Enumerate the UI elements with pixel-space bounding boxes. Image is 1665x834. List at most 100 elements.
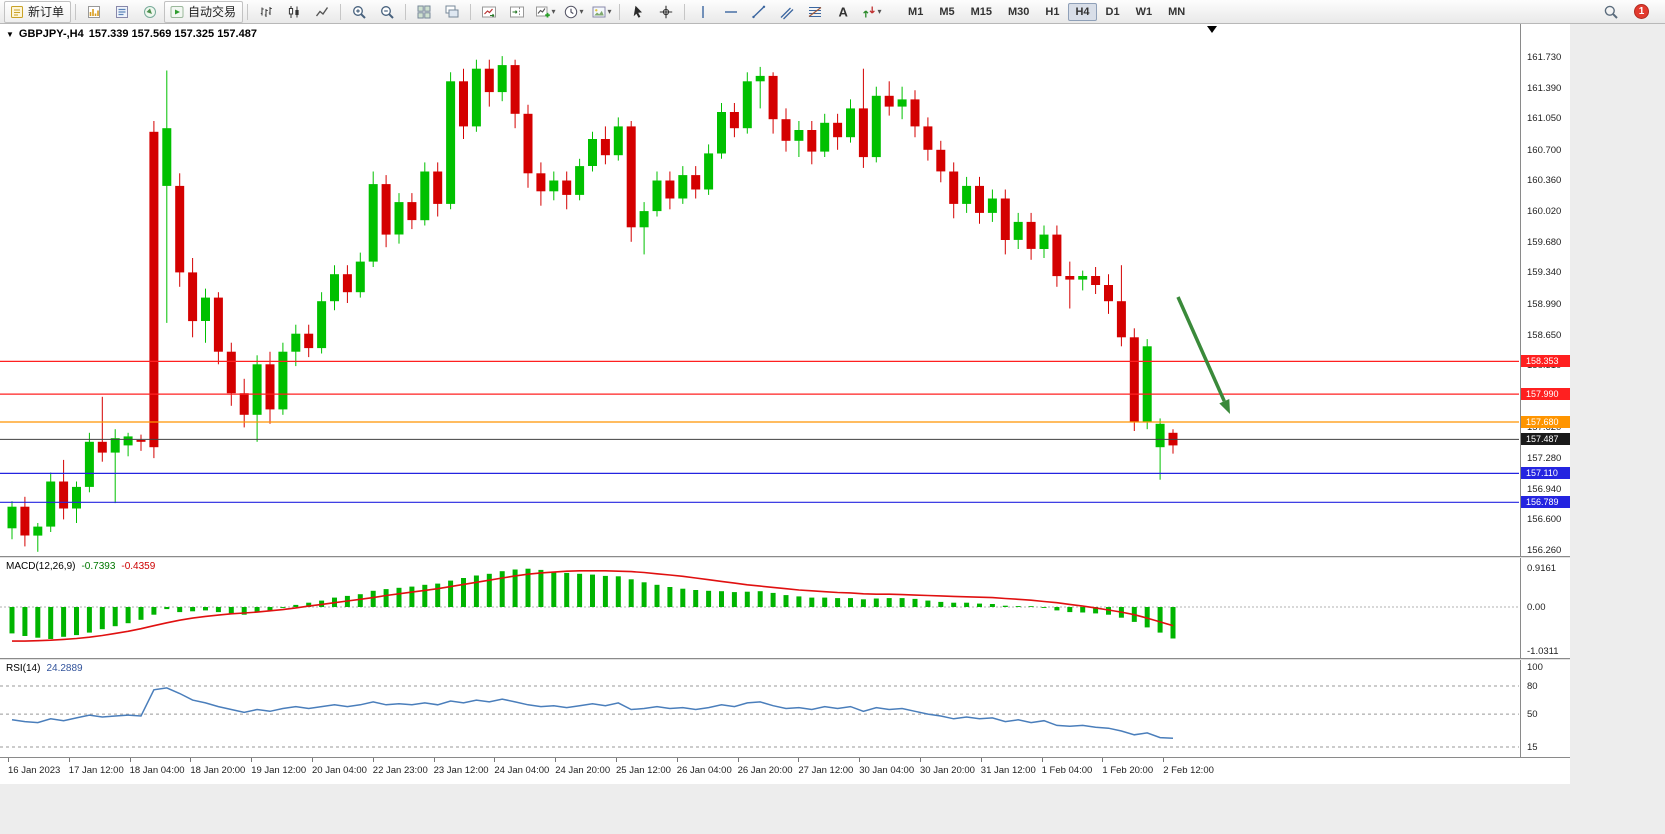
price-axis-label: 80: [1527, 681, 1538, 692]
auto-scroll-icon: [482, 6, 497, 17]
tile-windows-icon: [417, 5, 431, 18]
zoom-in-icon: [353, 5, 366, 19]
price-axis-label: 0.9161: [1527, 562, 1557, 574]
text-label-button[interactable]: A: [829, 1, 857, 23]
time-axis-tick: [372, 758, 374, 762]
time-axis-label: 1 Feb 04:00: [1041, 765, 1093, 776]
data-window-button[interactable]: [108, 1, 136, 23]
chevron-down-icon: ▾: [579, 7, 584, 16]
toolbar-separator: [619, 3, 621, 20]
rsi-line: [11, 687, 1174, 739]
timeframe-h1-button[interactable]: H1: [1045, 5, 1060, 18]
equidistant-channel-button[interactable]: [773, 1, 801, 23]
vline-icon: [702, 5, 704, 18]
market-watch-button[interactable]: [80, 1, 108, 23]
timeframe-d1-button[interactable]: D1: [1105, 5, 1120, 18]
candlestick-chart-button[interactable]: [280, 1, 308, 23]
zoom-in-button[interactable]: [345, 1, 373, 23]
line-chart-button[interactable]: [308, 1, 336, 23]
new-order-button-label: 新订单: [28, 5, 65, 19]
timeframe-mn-button[interactable]: MN: [1168, 5, 1186, 18]
cascade-windows-button[interactable]: [438, 1, 466, 23]
time-axis-label: 19 Jan 12:00: [251, 765, 307, 776]
tile-windows-button[interactable]: [410, 1, 438, 23]
time-axis-label: 23 Jan 12:00: [433, 765, 489, 776]
timeframe-h4-button[interactable]: H4: [1068, 2, 1097, 21]
svg-text:A: A: [839, 4, 849, 19]
chart-window[interactable]: ▼ GBPJPY-,H4 157.339 157.569 157.325 157…: [0, 24, 1570, 784]
arrows-button[interactable]: ▾: [857, 1, 885, 23]
pane-separator[interactable]: [0, 556, 1570, 558]
time-axis-label: 16 Jan 2023: [8, 765, 61, 776]
rsi-canvas[interactable]: [0, 660, 1519, 757]
zoom-out-icon: [381, 5, 394, 19]
navigator-button[interactable]: [136, 1, 164, 23]
time-axis-tick: [312, 758, 313, 762]
data-window-icon: [116, 5, 129, 18]
clock-icon: [564, 5, 577, 18]
time-axis-label: 30 Jan 20:00: [920, 765, 975, 776]
time-axis-label: 24 Jan 04:00: [494, 765, 550, 776]
notification-badge[interactable]: 1: [1634, 4, 1649, 19]
timeframe-w1-button[interactable]: W1: [1135, 5, 1153, 18]
new-chart-button[interactable]: ▾: [531, 1, 559, 23]
time-axis-label: 18 Jan 20:00: [190, 765, 246, 776]
main-chart-canvas[interactable]: [0, 24, 1519, 556]
price-axis-label: 159.340: [1527, 267, 1562, 279]
new-order-button[interactable]: 新订单: [4, 0, 72, 23]
time-axis-tick: [616, 758, 617, 762]
crosshair-button[interactable]: [652, 1, 680, 23]
market-watch-icon: [88, 5, 101, 18]
time-axis-tick: [859, 758, 861, 762]
fibo-icon: [808, 6, 822, 17]
price-axis-label: 160.020: [1527, 206, 1562, 218]
time-axis[interactable]: 16 Jan 2023 17 Jan 12:00 18 Jan 04:00 18 Ja…: [0, 757, 1570, 784]
periodicity-button[interactable]: ▾: [559, 1, 587, 23]
chart-shift-marker-icon[interactable]: [1207, 26, 1217, 33]
rsi-name: RSI(14): [6, 663, 41, 674]
trendline-button[interactable]: [745, 1, 773, 23]
cursor-button[interactable]: [624, 1, 652, 23]
time-axis-tick: [251, 758, 253, 762]
time-axis-tick: [190, 758, 192, 762]
crosshair-icon: [659, 5, 673, 18]
timeframe-m15-button[interactable]: M15: [970, 5, 992, 18]
chart-dropdown-icon[interactable]: ▼: [6, 29, 14, 39]
templates-button[interactable]: ▾: [587, 1, 615, 23]
price-label-box: 157.110: [1521, 467, 1570, 480]
fibonacci-button[interactable]: [801, 1, 829, 23]
price-axis-label: 100: [1527, 662, 1543, 674]
auto-scroll-button[interactable]: [475, 1, 503, 23]
horizontal-line-button[interactable]: [717, 1, 745, 23]
price-label-box: 157.990: [1521, 388, 1570, 401]
timeframe-m5-button[interactable]: M5: [939, 5, 955, 18]
time-axis-tick: [1102, 758, 1104, 762]
time-axis-tick: [676, 758, 678, 762]
timeframe-m1-button[interactable]: M1: [908, 5, 924, 18]
pane-separator[interactable]: [0, 658, 1570, 660]
time-axis-label: 26 Jan 04:00: [676, 765, 732, 776]
time-axis-label: 25 Jan 12:00: [616, 765, 671, 776]
zoom-out-button[interactable]: [373, 1, 401, 23]
chevron-down-icon: ▾: [607, 7, 612, 16]
candles: [7, 56, 1178, 552]
search-button[interactable]: [1597, 1, 1625, 23]
bar-chart-button[interactable]: [252, 1, 280, 23]
trend-arrow-object[interactable]: [1176, 296, 1230, 414]
toolbar-separator: [340, 3, 342, 20]
navigator-icon: [144, 5, 157, 18]
chart-shift-button[interactable]: [503, 1, 531, 23]
macd-signal-line: [12, 570, 1174, 642]
macd-canvas[interactable]: [0, 558, 1519, 658]
auto-trading-button[interactable]: 自动交易: [164, 0, 244, 23]
vertical-line-button[interactable]: [689, 1, 717, 23]
time-axis-label: 22 Jan 23:00: [372, 765, 428, 776]
toolbar-right: 1: [1597, 1, 1661, 23]
macd-label: MACD(12,26,9) -0.7393 -0.4359: [6, 561, 155, 572]
time-axis-label: 24 Jan 20:00: [555, 765, 611, 776]
timeframe-m30-button[interactable]: M30: [1008, 5, 1030, 18]
price-axis-label: 158.650: [1527, 329, 1562, 341]
price-axis-label: 156.260: [1527, 545, 1562, 556]
price-axis[interactable]: 161.730 161.390 161.050 160.700 160.360 160.0…: [1520, 24, 1570, 757]
